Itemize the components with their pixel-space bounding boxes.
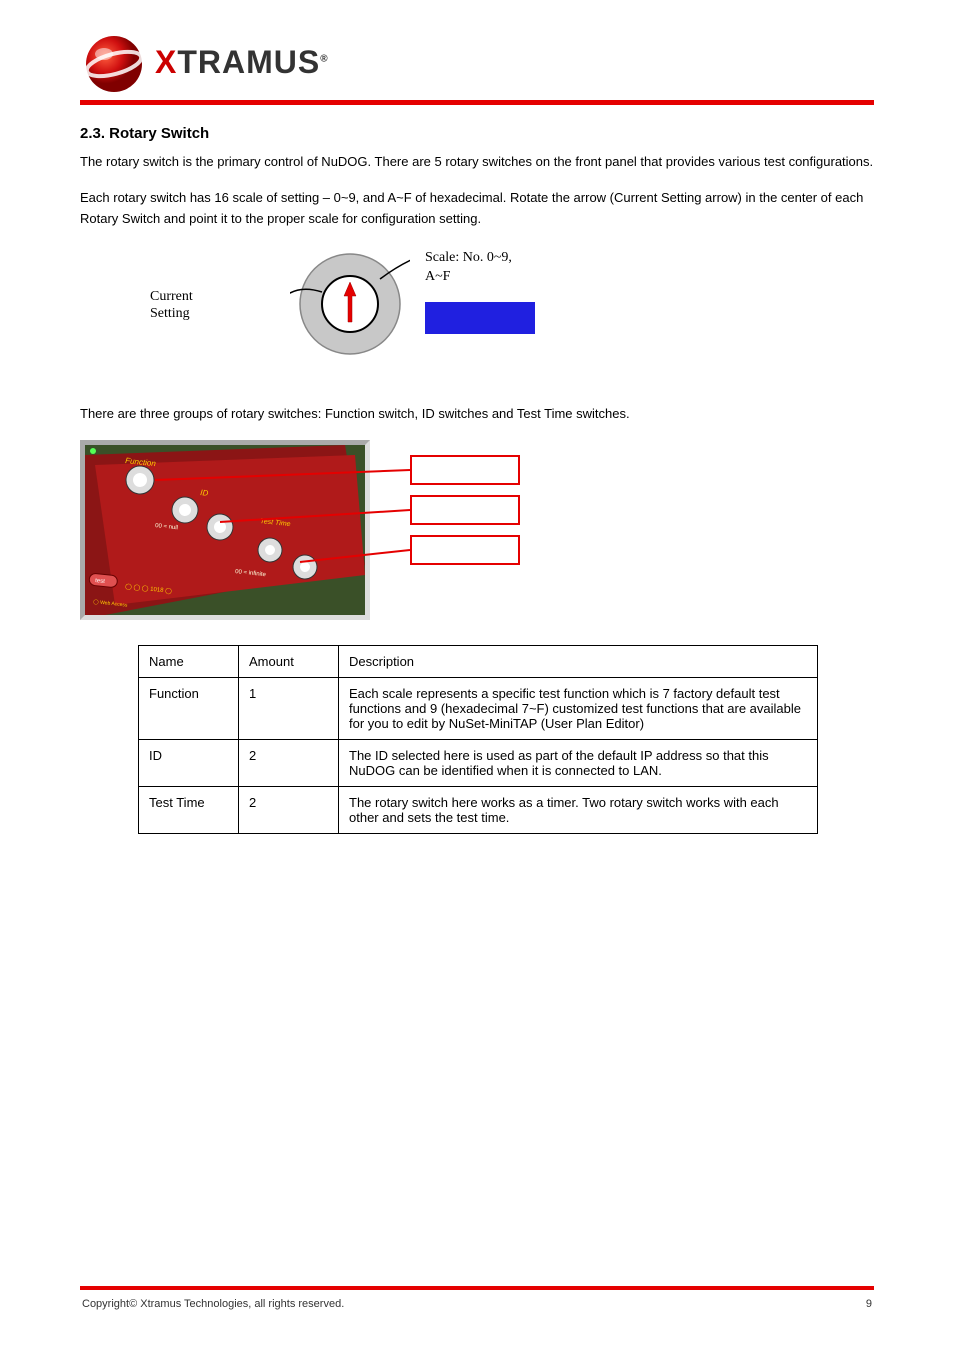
page-number: 9 xyxy=(866,1298,872,1310)
photo-row: Function ID Test Time 00 = null 00 = inf… xyxy=(80,440,874,620)
logo-icon xyxy=(80,30,145,95)
cell-tt-desc: The rotary switch here works as a timer.… xyxy=(339,787,818,834)
paragraph-3: There are three groups of rotary switche… xyxy=(80,404,874,425)
svg-text:ID: ID xyxy=(200,488,209,498)
device-photo: Function ID Test Time 00 = null 00 = inf… xyxy=(80,440,370,620)
table-row: Function 1 Each scale represents a speci… xyxy=(139,678,818,740)
cell-id-desc: The ID selected here is used as part of … xyxy=(339,740,818,787)
rotary-dial-icon xyxy=(290,244,410,364)
paragraph-2: Each rotary switch has 16 scale of setti… xyxy=(80,188,874,230)
cell-function-desc: Each scale represents a specific test fu… xyxy=(339,678,818,740)
th-name: Name xyxy=(139,646,239,678)
footer-copyright: Copyright© Xtramus Technologies, all rig… xyxy=(82,1298,344,1310)
footer: Copyright© Xtramus Technologies, all rig… xyxy=(80,1298,874,1310)
label-scale: Scale: No. 0~9, A~F xyxy=(425,249,512,285)
header: XTRAMUS® xyxy=(80,30,874,95)
paragraph-1: The rotary switch is the primary control… xyxy=(80,152,874,173)
divider-top xyxy=(80,100,874,105)
table-row: ID 2 The ID selected here is used as par… xyxy=(139,740,818,787)
cell-id-amount: 2 xyxy=(239,740,339,787)
logo: XTRAMUS® xyxy=(80,30,329,95)
logo-text: XTRAMUS® xyxy=(155,44,329,81)
section-title: 2.3. Rotary Switch xyxy=(80,125,874,142)
table-row: Test Time 2 The rotary switch here works… xyxy=(139,787,818,834)
th-desc: Description xyxy=(339,646,818,678)
label-current-setting: Current Setting xyxy=(150,289,193,323)
callout-id xyxy=(410,495,520,525)
logo-reg: ® xyxy=(320,53,328,64)
table-header-row: Name Amount Description xyxy=(139,646,818,678)
logo-main: TRAMUS xyxy=(177,44,320,80)
cell-function-name: Function xyxy=(139,678,239,740)
blue-box xyxy=(425,302,535,334)
cell-tt-amount: 2 xyxy=(239,787,339,834)
callout-testtime xyxy=(410,535,520,565)
callout-function xyxy=(410,455,520,485)
cell-id-name: ID xyxy=(139,740,239,787)
svg-text:test: test xyxy=(95,578,106,585)
divider-bottom xyxy=(80,1286,874,1290)
logo-x: X xyxy=(155,44,177,80)
spec-table: Name Amount Description Function 1 Each … xyxy=(138,645,818,834)
th-amount: Amount xyxy=(239,646,339,678)
cell-tt-name: Test Time xyxy=(139,787,239,834)
callout-column xyxy=(410,455,520,575)
cell-function-amount: 1 xyxy=(239,678,339,740)
dial-diagram: Current Setting Scale: No. 0~9, A~F xyxy=(150,244,600,384)
